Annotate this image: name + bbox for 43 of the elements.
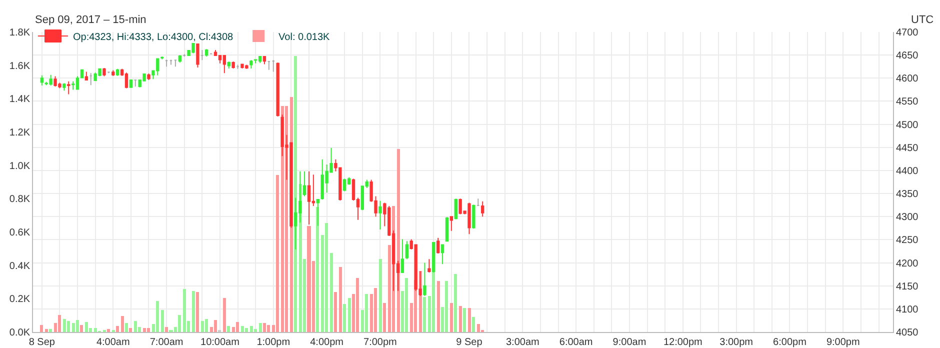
- y2-tick-label: 4550: [896, 96, 919, 108]
- y2-tick-label: 4450: [896, 142, 919, 154]
- text: UTC: [911, 14, 934, 26]
- y-tick-label: 1.2K: [9, 128, 30, 138]
- legend-label: Vol: 0.013K: [278, 32, 330, 43]
- y-tick-label: 1.4K: [9, 94, 30, 106]
- x-tick-label: 9 Sep: [456, 337, 483, 348]
- y-tick-label: 0.4K: [9, 260, 30, 272]
- x-tick-label: 9:00am: [612, 337, 646, 348]
- x-tick-label: 7:00am: [150, 337, 184, 348]
- x-tick-label: 1:00pm: [256, 337, 290, 348]
- y2-tick-label: 4700: [896, 28, 919, 38]
- y2-tick-label: 4650: [896, 50, 919, 62]
- y2-tick-label: 4100: [896, 304, 919, 316]
- y2-tick-label: 4500: [896, 120, 919, 131]
- y-tick-label: 0.2K: [9, 294, 30, 306]
- legend-label: Op:4323, Hi:4333, Lo:4300, Cl:4308: [73, 32, 234, 43]
- y-tick-label: 0.0K: [9, 328, 30, 338]
- y2-tick-label: 4150: [896, 281, 919, 292]
- y-tick-label: 0.8K: [9, 194, 30, 206]
- y-tick-label: 1.0K: [9, 160, 30, 172]
- x-tick-label: 4:00pm: [310, 337, 344, 348]
- y2-tick-label: 4600: [896, 74, 919, 85]
- y-tick-label: 1.8K: [9, 28, 30, 38]
- x-tick-label: 3:00am: [506, 337, 540, 348]
- x-tick-label: 6:00am: [559, 337, 593, 348]
- x-tick-label: 3:00pm: [720, 337, 753, 348]
- x-tick-label: 7:00pm: [364, 337, 397, 348]
- x-tick-label: 4:00am: [96, 337, 130, 348]
- y-tick-label: 1.6K: [9, 60, 30, 72]
- y2-tick-label: 4050: [896, 328, 919, 338]
- chart-subtitle: Sep 09, 2017 – 15-min: [35, 14, 146, 26]
- x-tick-label: 10:00am: [200, 337, 240, 348]
- y2-tick-label: 4350: [896, 189, 919, 200]
- y2-tick-label: 4250: [896, 235, 919, 246]
- x-tick-label: 8 Sep: [28, 337, 56, 348]
- y2-tick-label: 4200: [896, 258, 919, 270]
- y2-tick-label: 4400: [896, 166, 919, 177]
- x-tick-label: 6:00pm: [773, 337, 806, 348]
- y-tick-label: 0.6K: [9, 228, 30, 238]
- x-tick-label: 9:00pm: [826, 337, 860, 348]
- y2-tick-label: 4300: [896, 212, 919, 224]
- x-tick-label: 12:00pm: [663, 337, 702, 348]
